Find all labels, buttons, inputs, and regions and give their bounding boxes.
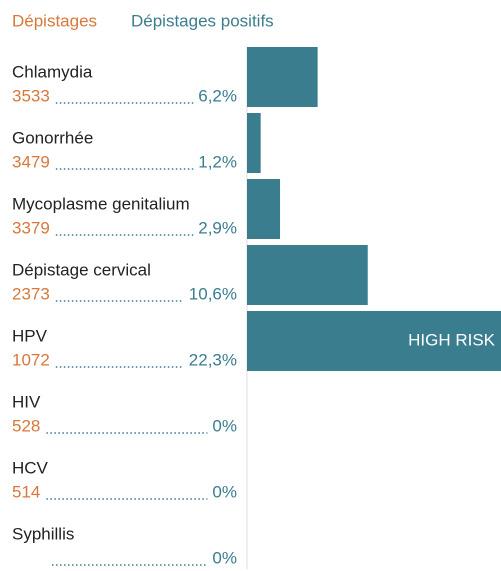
- value-label: 6,2%: [198, 86, 237, 105]
- count-label: 514: [12, 482, 40, 501]
- category-label: Dépistage cervical: [12, 260, 151, 279]
- value-label: 22,3%: [189, 350, 237, 369]
- value-label: 0%: [212, 548, 237, 567]
- category-label: Mycoplasme genitalium: [12, 194, 190, 213]
- count-label: 3479: [12, 152, 50, 171]
- count-label: 3379: [12, 218, 50, 237]
- bar: [247, 179, 281, 239]
- bar: [247, 113, 261, 173]
- value-label: 2,9%: [198, 218, 237, 237]
- bar: [247, 311, 501, 371]
- count-label: 1072: [12, 350, 50, 369]
- value-label: 0%: [212, 482, 237, 501]
- bar: [247, 47, 318, 107]
- count-label: 3533: [12, 86, 50, 105]
- category-label: HPV: [12, 326, 48, 345]
- header-positive: Dépistages positifs: [131, 11, 274, 30]
- category-label: Syphillis: [12, 524, 74, 543]
- value-label: 0%: [212, 416, 237, 435]
- category-label: Gonorrhée: [12, 128, 93, 147]
- value-label: 1,2%: [198, 152, 237, 171]
- count-label: 528: [12, 416, 40, 435]
- category-label: HCV: [12, 458, 49, 477]
- header-tests: Dépistages: [12, 11, 97, 30]
- value-label: 10,6%: [189, 284, 237, 303]
- bar: [247, 245, 368, 305]
- category-label: Chlamydia: [12, 62, 93, 81]
- category-label: HIV: [12, 392, 41, 411]
- annotation: HIGH RISK: [408, 330, 496, 349]
- count-label: 2373: [12, 284, 50, 303]
